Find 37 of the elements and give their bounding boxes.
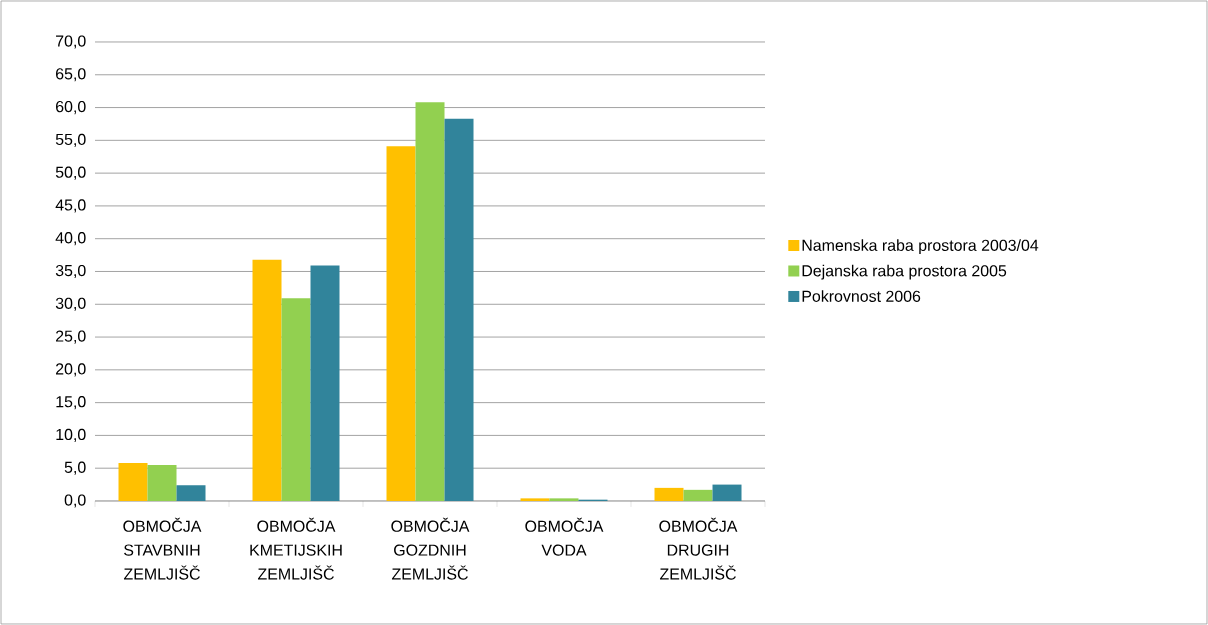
bar xyxy=(683,489,713,501)
x-tick-label: OBMOČJA DRUGIH ZEMLJIŠČ xyxy=(659,517,738,580)
x-tick-label: OBMOČJA STAVBNIH ZEMLJIŠČ xyxy=(123,517,202,580)
legend-label: Namenska raba prostora 2003/04 xyxy=(802,239,1039,255)
bar xyxy=(176,485,206,501)
bar xyxy=(118,462,148,501)
y-tick-label: 30,0 xyxy=(55,297,86,311)
y-tick-label: 25,0 xyxy=(56,330,86,344)
legend-label: Dejanska raba prostora 2005 xyxy=(802,264,1007,280)
bar xyxy=(386,146,416,501)
bar xyxy=(147,464,177,501)
bar xyxy=(281,298,311,501)
bar xyxy=(549,498,579,501)
legend-label: Pokrovnost 2006 xyxy=(802,290,921,302)
y-tick-label: 50,0 xyxy=(55,166,86,180)
y-tick-label: 20,0 xyxy=(56,363,86,377)
bar xyxy=(520,498,550,501)
y-tick-label: 0,0 xyxy=(64,494,86,508)
bar xyxy=(712,484,742,501)
x-tick-label: OBMOČJA GOZDNIH ZEMLJIŠČ xyxy=(391,517,470,580)
y-tick-label: 35,0 xyxy=(55,264,86,279)
y-tick-label: 15,0 xyxy=(56,396,86,410)
bar xyxy=(654,487,684,501)
bar xyxy=(444,118,474,501)
y-tick-label: 60,0 xyxy=(56,100,86,115)
y-tick-label: 55,0 xyxy=(55,133,86,147)
y-tick-label: 70,0 xyxy=(56,35,86,49)
bar xyxy=(252,259,282,501)
x-tick-label: OBMOČJA KMETIJSKIH ZEMLJIŠČ xyxy=(250,517,342,580)
x-tick-label: OBMOČJA VODA xyxy=(525,517,604,556)
bar xyxy=(415,102,445,501)
y-tick-label: 5,0 xyxy=(64,461,86,475)
y-tick-label: 45,0 xyxy=(55,199,86,213)
y-tick-label: 40,0 xyxy=(55,232,86,246)
y-tick-label: 10,0 xyxy=(56,428,86,442)
y-tick-label: 65,0 xyxy=(56,68,86,82)
bar xyxy=(310,265,340,501)
